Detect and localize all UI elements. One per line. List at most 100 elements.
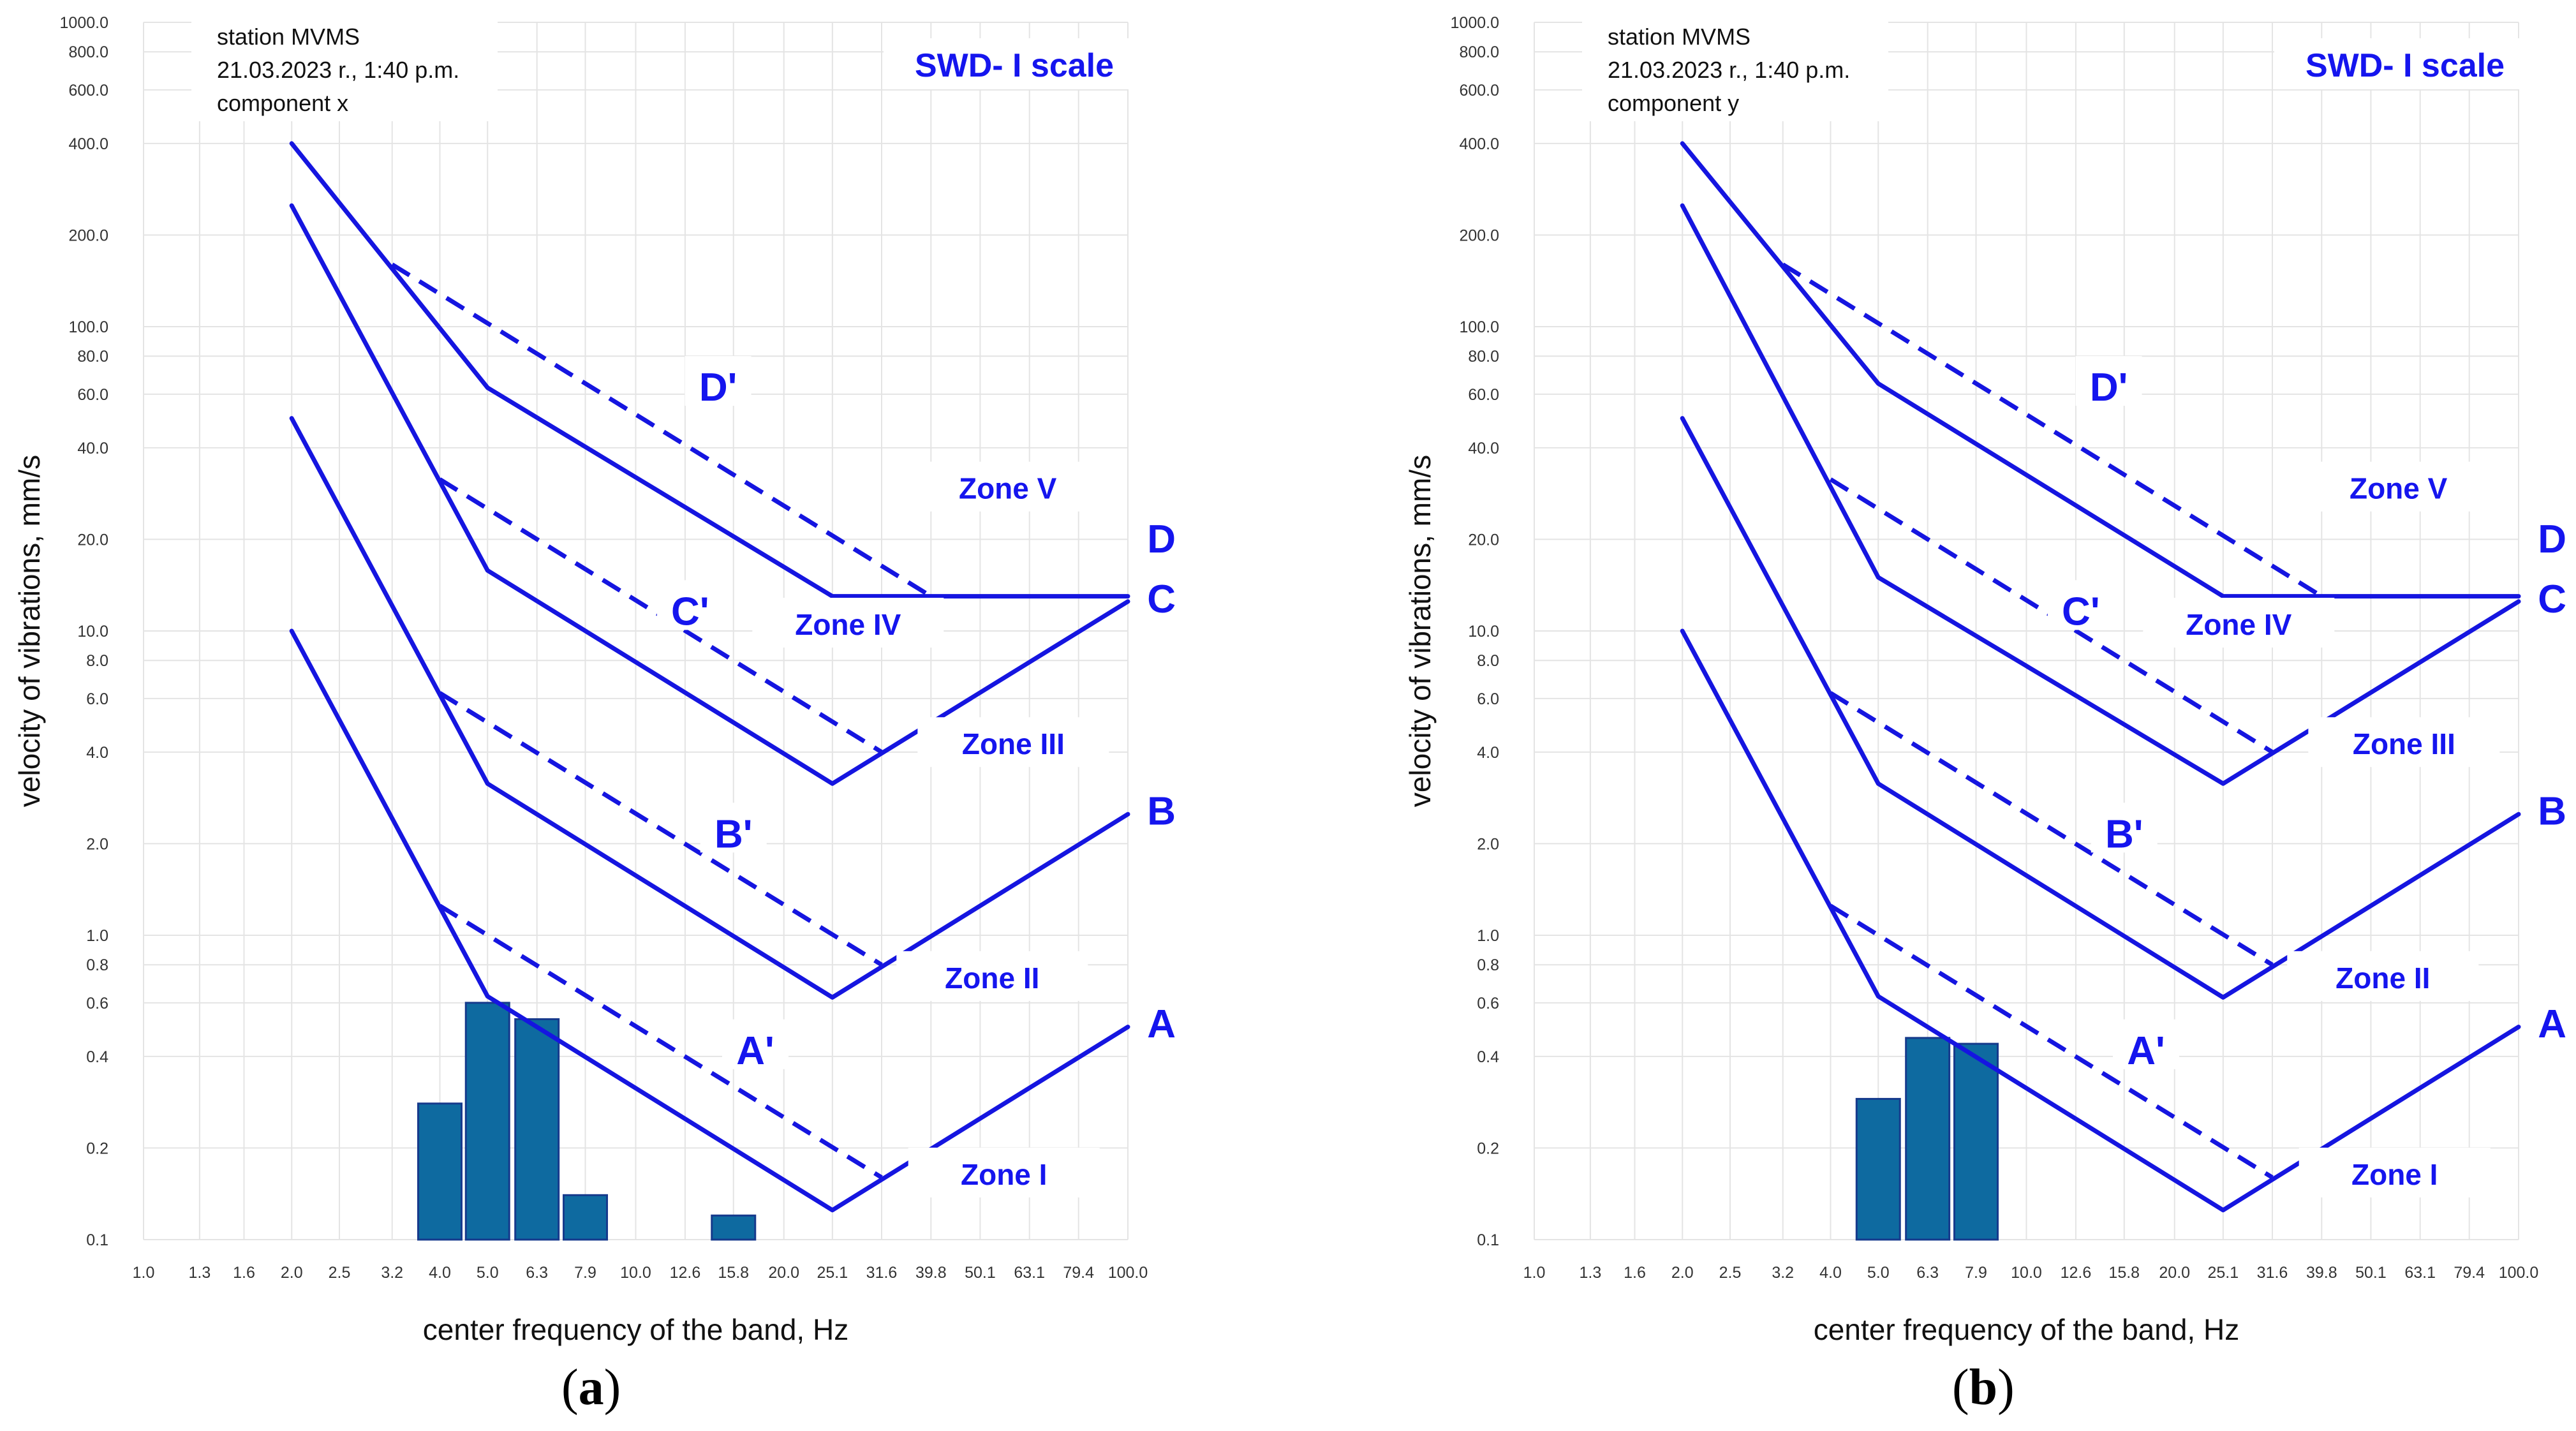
caption-b-close: ) [1997, 1360, 2015, 1416]
zone-label-backdrop [908, 1147, 1100, 1197]
curve-label-backdrop [700, 803, 767, 853]
x-tick-label: 31.6 [866, 1264, 898, 1282]
info-box [1582, 16, 1888, 121]
zone-label-backdrop [896, 951, 1088, 1001]
x-axis-title: center frequency of the band, Hz [423, 1313, 848, 1346]
curve-c [289, 203, 1130, 786]
curve-label-c: C [2538, 577, 2566, 621]
zone-label-backdrop [2302, 461, 2494, 512]
bar-15.8 [711, 1214, 757, 1241]
curve-label-b-prime: B' [714, 812, 753, 856]
y-tick-label: 0.2 [86, 1139, 108, 1157]
x-tick-label: 1.6 [233, 1264, 255, 1282]
scale-title: SWD- I scale [915, 47, 1114, 84]
curve-label-b-prime: B' [2105, 812, 2143, 856]
y-tick-label: 100.0 [68, 318, 108, 336]
y-tick-label: 1.0 [1477, 927, 1499, 945]
zone-label-backdrop [2298, 1147, 2491, 1197]
y-tick-label: 600.0 [68, 82, 108, 100]
y-tick-label: 4.0 [1477, 744, 1499, 762]
x-tick-label: 7.9 [1965, 1264, 1987, 1282]
curve-label-c: C [1147, 577, 1176, 621]
x-tick-label: 100.0 [1108, 1264, 1148, 1282]
zone-label-zone-v: Zone V [959, 472, 1057, 505]
scale-title: SWD- I scale [2306, 47, 2505, 84]
curve-label-b: B [1147, 789, 1176, 833]
x-tick-label: 10.0 [620, 1264, 651, 1282]
y-tick-label: 800.0 [1459, 43, 1499, 61]
x-tick-label: 2.5 [1719, 1264, 1742, 1282]
curve-label-backdrop [2047, 580, 2114, 630]
x-tick-label: 79.4 [1063, 1264, 1094, 1282]
curve-label-c-prime: C' [671, 589, 709, 634]
x-tick-label: 1.0 [133, 1264, 155, 1282]
curve-label-a: A [2538, 1002, 2566, 1046]
y-tick-label: 600.0 [1459, 82, 1499, 100]
curve-label-backdrop [2091, 803, 2158, 853]
bar-6.3 [514, 1018, 560, 1241]
y-tick-label: 6.0 [86, 690, 108, 708]
x-tick-label: 6.3 [526, 1264, 548, 1282]
zone-label-zone-iii: Zone III [2353, 727, 2455, 760]
y-tick-label: 20.0 [77, 531, 108, 549]
curve-label-d: D [1147, 517, 1176, 561]
curve-a [289, 628, 1130, 1213]
y-axis-title: velocity of vibrations, mm/s [1403, 455, 1437, 807]
panel-a: 1.0 1.3 1.6 2.0 2.5 3.2 4.0 5.0 6.3 7.9 10.0 12.6 15… [13, 14, 1176, 1417]
y-tick-label: 0.6 [86, 995, 108, 1012]
y-tick-label: 80.0 [77, 348, 108, 366]
x-tick-label: 20.0 [2159, 1264, 2190, 1282]
x-tick-label: 4.0 [1819, 1264, 1842, 1282]
y-tick-label: 60.0 [77, 386, 108, 404]
x-tick-label: 50.1 [2355, 1264, 2387, 1282]
x-axis-title: center frequency of the band, Hz [1814, 1313, 2239, 1346]
curve-a [1680, 628, 2521, 1213]
caption-a: (a) [561, 1359, 621, 1417]
curve-a-prime [1829, 903, 2274, 1180]
y-tick-label: 80.0 [1468, 348, 1499, 366]
y-tick-label: 1000.0 [1451, 14, 1499, 32]
curve-label-c-prime: C' [2062, 589, 2100, 634]
caption-a-letter: a [578, 1360, 604, 1416]
curve-label-backdrop [722, 1019, 789, 1069]
caption-b: (b) [1952, 1359, 2015, 1417]
x-tick-label: 1.3 [189, 1264, 211, 1282]
y-tick-label: 0.2 [1477, 1139, 1499, 1157]
bar-7.9 [563, 1194, 609, 1241]
y-tick-label: 200.0 [68, 226, 108, 244]
curve-b [1680, 416, 2521, 1000]
y-tick-label: 8.0 [1477, 652, 1499, 670]
curve-label-backdrop [2075, 356, 2142, 406]
y-tick-label: 60.0 [1468, 386, 1499, 404]
y-tick-label: 800.0 [68, 43, 108, 61]
caption-a-close: ) [603, 1360, 621, 1416]
caption-b-letter: b [1969, 1360, 1998, 1416]
zone-label-backdrop [912, 461, 1104, 512]
x-tick-label: 1.0 [1523, 1264, 1546, 1282]
x-tick-label: 6.3 [1916, 1264, 1939, 1282]
x-tick-label: 31.6 [2257, 1264, 2288, 1282]
scale-title-backdrop [884, 38, 1139, 89]
curve-b [289, 416, 1130, 1000]
x-tick-label: 20.0 [768, 1264, 799, 1282]
y-tick-label: 0.6 [1477, 995, 1499, 1012]
curve-label-d-prime: D' [2090, 366, 2128, 410]
x-tick-label: 12.6 [2061, 1264, 2092, 1282]
x-tick-label: 50.1 [965, 1264, 996, 1282]
x-tick-label: 4.0 [429, 1264, 451, 1282]
curve-a-prime [438, 903, 883, 1180]
curve-label-b: B [2538, 789, 2566, 833]
curve-d [289, 141, 1130, 599]
curve-label-a: A [1147, 1002, 1176, 1046]
curve-b-prime [1829, 691, 2274, 967]
x-tick-label: 100.0 [2499, 1264, 2539, 1282]
zone-label-backdrop [2143, 598, 2335, 648]
info-line-2: 21.03.2023 r., 1:40 p.m. [1608, 57, 1850, 83]
info-line-3: component y [1608, 90, 1739, 116]
zone-label-backdrop [2287, 951, 2479, 1001]
panel-b: 1.0 1.3 1.6 2.0 2.5 3.2 4.0 5.0 6.3 7.9 10.0 12.6 15… [1391, 0, 2576, 1431]
y-tick-label: 10.0 [1468, 623, 1499, 641]
x-tick-label: 10.0 [2011, 1264, 2042, 1282]
curve-label-d: D [2538, 517, 2566, 561]
x-tick-label: 63.1 [1014, 1264, 1045, 1282]
